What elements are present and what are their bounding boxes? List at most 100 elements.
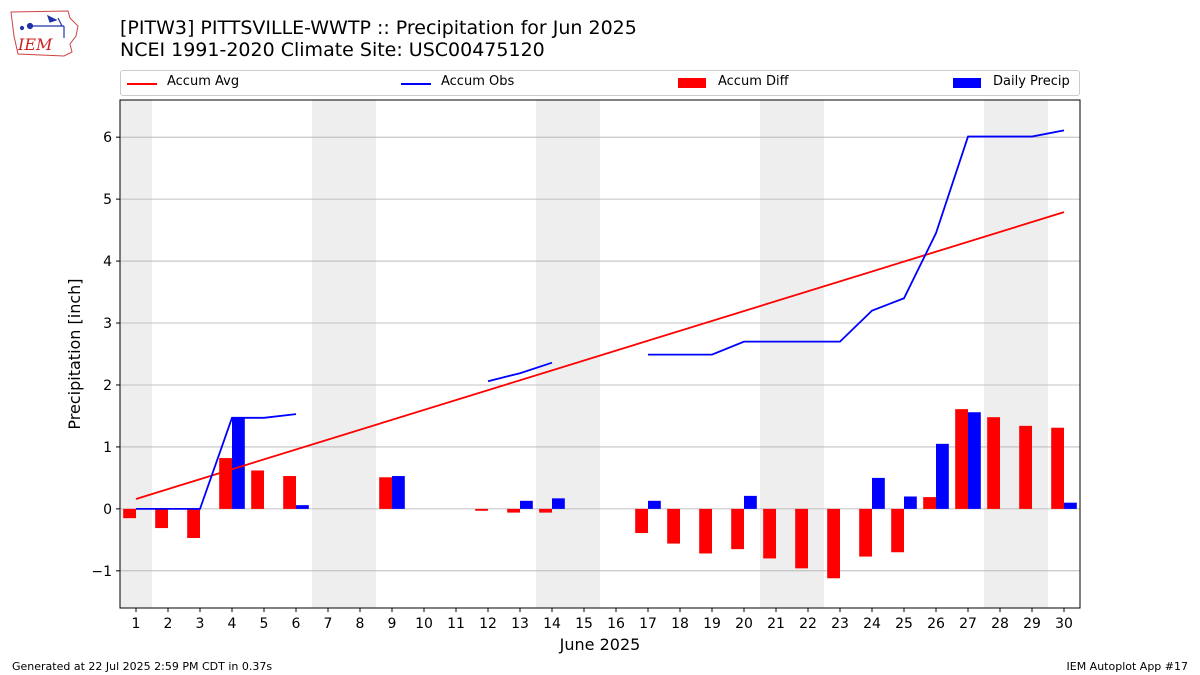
legend-swatch-accum-avg xyxy=(127,83,157,85)
x-tick-label: 29 xyxy=(1023,616,1041,632)
x-tick-label: 27 xyxy=(959,616,977,632)
accum-diff-bar xyxy=(923,497,936,509)
accum-diff-bar xyxy=(475,508,488,511)
x-tick-label: 7 xyxy=(324,616,333,632)
weekend-band xyxy=(120,100,152,608)
x-tick-label: 1 xyxy=(132,616,141,632)
weekend-band xyxy=(568,100,600,608)
x-tick-label: 15 xyxy=(575,616,593,632)
accum-diff-bar xyxy=(635,508,648,534)
accum-diff-bar xyxy=(539,508,552,513)
x-tick-label: 19 xyxy=(703,616,721,632)
y-tick-label: 4 xyxy=(103,254,112,270)
legend-label-daily-precip: Daily Precip xyxy=(993,74,1070,89)
accum-diff-bar xyxy=(155,508,168,529)
x-tick-label: 24 xyxy=(863,616,881,632)
x-tick-label: 26 xyxy=(927,616,945,632)
x-tick-label: 2 xyxy=(164,616,173,632)
x-tick-label: 28 xyxy=(991,616,1009,632)
daily-precip-bar xyxy=(744,495,757,509)
daily-precip-bar xyxy=(1064,502,1077,509)
daily-precip-bar xyxy=(968,412,981,509)
daily-precip-bar xyxy=(648,500,661,509)
x-axis-label: June 2025 xyxy=(559,635,641,654)
accum-diff-bar xyxy=(667,508,680,544)
footer-generated: Generated at 22 Jul 2025 2:59 PM CDT in … xyxy=(12,660,273,673)
x-tick-label: 5 xyxy=(260,616,269,632)
plot-frame xyxy=(119,99,1081,609)
accum-diff-bar xyxy=(827,508,840,579)
accum-diff-bar xyxy=(283,476,296,509)
x-tick-label: 22 xyxy=(799,616,817,632)
x-tick-label: 16 xyxy=(607,616,625,632)
legend-label-accum-diff: Accum Diff xyxy=(718,74,789,89)
y-tick-label: 5 xyxy=(103,192,112,208)
daily-precip-bar xyxy=(296,505,309,509)
weekend-band xyxy=(536,100,568,608)
y-tick-label: 0 xyxy=(103,502,112,518)
accum-diff-bar xyxy=(699,508,712,554)
y-tick-label: 3 xyxy=(103,316,112,332)
x-tick-label: 14 xyxy=(543,616,561,632)
accum-diff-bar xyxy=(1051,427,1064,509)
weekend-band xyxy=(1016,100,1048,608)
weekend-band xyxy=(312,100,344,608)
iowa-state-map-icon xyxy=(10,10,79,57)
y-tick-label: 1 xyxy=(103,440,112,456)
legend-label-accum-avg: Accum Avg xyxy=(167,74,240,89)
x-tick-label: 12 xyxy=(479,616,497,632)
accum-obs-line xyxy=(136,413,297,510)
footer-app: IEM Autoplot App #17 xyxy=(1066,660,1189,673)
accum-obs-line xyxy=(648,129,1065,356)
accum-diff-bar xyxy=(379,477,392,509)
accum-diff-bar xyxy=(219,458,232,509)
accum-diff-bar xyxy=(987,417,1000,509)
legend-swatch-accum-diff xyxy=(678,78,706,88)
x-tick-label: 8 xyxy=(356,616,365,632)
chart-legend: Accum Avg Accum Obs Accum Diff Daily Pre… xyxy=(120,70,1080,96)
iem-logo: IEM xyxy=(10,10,79,57)
x-tick-label: 20 xyxy=(735,616,753,632)
y-tick-label: 2 xyxy=(103,378,112,394)
daily-precip-bar xyxy=(872,477,885,509)
chart-subtitle: NCEI 1991-2020 Climate Site: USC00475120 xyxy=(120,39,545,61)
x-tick-label: 25 xyxy=(895,616,913,632)
daily-precip-bar xyxy=(520,500,533,509)
x-tick-label: 10 xyxy=(415,616,433,632)
x-tick-label: 6 xyxy=(292,616,301,632)
x-tick-label: 4 xyxy=(228,616,237,632)
accum-diff-bar xyxy=(251,470,264,509)
legend-swatch-daily-precip xyxy=(953,78,981,88)
x-tick-label: 17 xyxy=(639,616,657,632)
accum-diff-bar xyxy=(955,409,968,509)
legend-swatch-accum-obs xyxy=(401,83,431,85)
accum-avg-line xyxy=(135,211,1065,500)
x-tick-label: 30 xyxy=(1055,616,1073,632)
y-axis-label: Precipitation [inch] xyxy=(65,278,84,429)
y-tick-label: −1 xyxy=(91,564,112,580)
daily-precip-bar xyxy=(552,498,565,509)
gridlines xyxy=(120,136,1080,572)
x-tick-label: 3 xyxy=(196,616,205,632)
x-tick-label: 11 xyxy=(447,616,465,632)
weekend-band xyxy=(344,100,376,608)
chart-title: [PITW3] PITTSVILLE-WWTP :: Precipitation… xyxy=(120,17,637,39)
bar-series xyxy=(123,409,1077,579)
weather-instrument-icon xyxy=(19,14,65,38)
weekend-band xyxy=(984,100,1016,608)
daily-precip-bar xyxy=(392,476,405,509)
accum-obs-line xyxy=(487,361,553,383)
accum-diff-bar xyxy=(507,508,520,513)
accum-diff-bar xyxy=(123,508,136,519)
accum-diff-bar xyxy=(859,508,872,557)
daily-precip-bar xyxy=(936,443,949,509)
daily-precip-bar xyxy=(904,496,917,509)
legend-label-accum-obs: Accum Obs xyxy=(441,74,515,89)
accum-diff-bar xyxy=(187,508,200,538)
y-tick-label: 6 xyxy=(103,130,112,146)
accum-diff-bar xyxy=(795,508,808,569)
line-series xyxy=(135,129,1065,510)
x-tick-label: 9 xyxy=(388,616,397,632)
